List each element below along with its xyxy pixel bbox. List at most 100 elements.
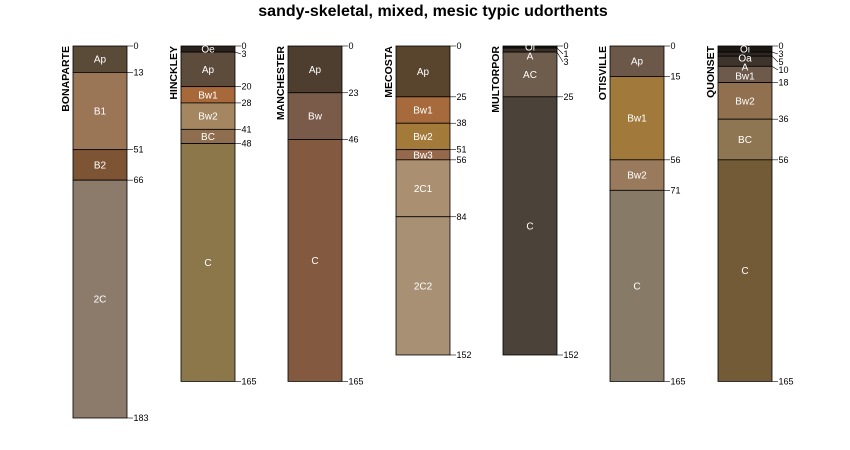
horizon-bonaparte-b2 [72,149,128,181]
profile-bonaparte: Ap B1 B2 2C 0 13 51 66 183 BONAPARTE [60,41,149,423]
depth-label: 152 [457,350,472,360]
depth-tick [556,51,564,63]
depth-label: 0 [671,41,676,51]
horizon-label: C [633,281,640,292]
horizon-label: A [527,52,534,63]
depth-label: 5 [779,57,784,67]
horizon-quonset-bw2 [717,82,773,120]
depth-label: 20 [242,82,252,92]
depth-tick [771,55,779,63]
horizon-label: BC [201,132,215,143]
horizon-label: BC [738,135,752,146]
horizon-hinckley-ap [180,51,236,88]
horizon-label: Oe [201,45,215,56]
horizon-label: Ap [309,65,322,76]
profile-name: HINCKLEY [168,46,180,100]
horizon-bonaparte-ap [72,45,128,73]
horizon-otisville-c [609,189,665,382]
horizon-label: 2C1 [414,184,433,195]
profile-name: MANCHESTER [275,46,287,121]
horizon-bonaparte-b1 [72,72,128,151]
depth-label: 0 [457,41,462,51]
horizon-label: Bw1 [627,114,647,125]
horizon-label: Bw1 [198,90,218,101]
horizon-label: Bw2 [735,96,755,107]
horizon-label: Oa [738,54,752,65]
horizon-label: A [742,63,749,74]
chart-title: sandy-skeletal, mixed, mesic typic udort… [258,3,608,20]
horizon-label: Bw2 [413,132,433,143]
depth-label: 165 [242,376,257,386]
horizon-manchester-c [287,139,343,382]
depth-label: 25 [457,92,467,102]
depth-label: 56 [671,155,681,165]
depth-label: 28 [242,98,252,108]
depth-label: 13 [134,67,144,77]
horizon-otisville-ap [609,45,665,77]
horizon-bonaparte-2c [72,179,128,419]
horizon-label: Bw1 [735,72,755,83]
depth-label: 46 [349,135,359,145]
depth-label: 71 [671,185,681,195]
horizon-label: Bw1 [413,106,433,117]
profile-name: MECOSTA [383,46,395,98]
depth-label: 56 [779,155,789,165]
horizon-label: C [311,256,318,267]
depth-label: 3 [779,49,784,59]
depth-label: 0 [349,41,354,51]
depth-label: 25 [564,92,574,102]
profile-name: MULTORPOR [490,46,502,113]
depth-label: 152 [564,350,579,360]
depth-label: 15 [671,71,681,81]
horizon-mecosta-ap [395,45,451,98]
horizon-quonset-c [717,159,773,382]
horizon-manchester-bw [287,92,343,140]
horizon-manchester-ap [287,45,343,94]
horizon-label: 2C2 [414,281,433,292]
horizon-multorpor-ac [502,51,558,98]
horizon-label: B1 [94,107,107,118]
horizon-label: Oi [740,45,750,56]
depth-label: 3 [564,57,569,67]
depth-label: 84 [457,212,467,222]
depth-label: 41 [242,124,252,134]
depth-label: 56 [457,155,467,165]
depth-label: 23 [349,88,359,98]
depth-label: 3 [242,49,247,59]
horizon-label: Ap [631,57,644,68]
depth-label: 0 [242,41,247,51]
depth-label: 183 [134,413,149,423]
horizon-multorpor-c [502,96,558,356]
depth-label: 1 [564,49,569,59]
horizon-otisville-bw2 [609,159,665,191]
depth-label: 51 [457,145,467,155]
horizon-label: C [526,221,533,232]
horizon-label: 2C [94,295,107,306]
profile-name: QUONSET [705,45,717,98]
depth-tick [234,51,242,55]
depth-label: 36 [779,114,789,124]
depth-label: 165 [779,376,794,386]
horizon-label: Bw3 [413,150,433,161]
profile-name: OTISVILLE [597,46,609,100]
depth-label: 0 [779,41,784,51]
horizon-label: Bw [308,112,323,123]
horizon-mecosta-2c1 [395,159,451,218]
profile-name: BONAPARTE [60,46,72,112]
depth-tick [556,47,564,55]
horizon-label: C [741,266,748,277]
horizon-label: AC [523,70,537,81]
depth-label: 51 [134,145,144,155]
horizon-label: Ap [417,67,430,78]
profile-manchester: Ap Bw C 0 23 46 165 MANCHESTER [275,41,364,386]
horizon-mecosta-bw1 [395,96,451,124]
horizon-label: Bw2 [198,112,218,123]
depth-label: 0 [134,41,139,51]
depth-tick [771,51,779,55]
profile-hinckley: Oe Ap Bw1 Bw2 BC C 03 20 28 41 48 165 HINCKLEY [168,41,257,386]
depth-label: 66 [134,175,144,185]
horizon-label: C [204,258,211,269]
horizon-otisville-bw1 [609,76,665,161]
